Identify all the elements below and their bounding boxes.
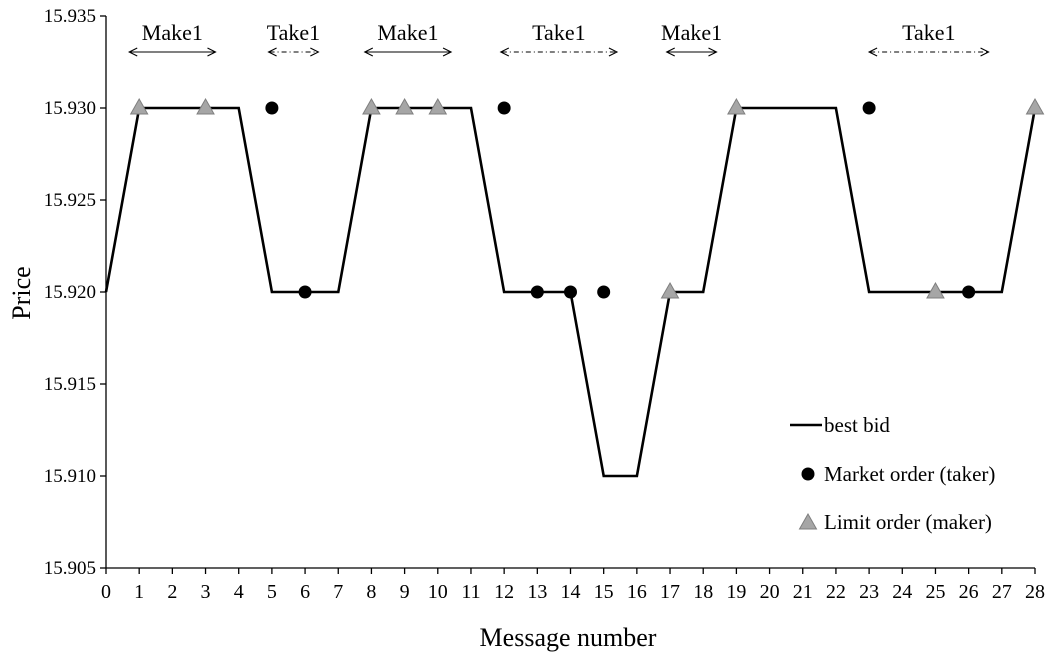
arrow-head-right: [708, 47, 718, 57]
limit-order-point: [727, 97, 746, 115]
x-tick-label: 8: [366, 581, 376, 603]
x-tick-label: 4: [234, 581, 244, 603]
x-tick-label: 2: [167, 581, 177, 603]
phase-label: Take1: [267, 20, 320, 45]
x-tick-label: 14: [561, 581, 581, 603]
y-tick-label: 15.910: [44, 466, 96, 487]
x-tick-label: 7: [333, 581, 343, 603]
y-axis-title: Price: [7, 266, 36, 319]
x-tick-label: 16: [627, 581, 647, 603]
y-tick-label: 15.920: [44, 282, 96, 303]
x-tick-label: 11: [461, 581, 480, 603]
market-order-point: [497, 101, 511, 115]
y-tick-label: 15.915: [44, 374, 96, 395]
arrow-head-right: [980, 47, 990, 57]
x-tick-label: 23: [859, 581, 879, 603]
market-order-point: [564, 285, 577, 299]
x-tick-label: 21: [793, 581, 813, 603]
phase-label: Make1: [142, 20, 203, 45]
limit-order-point: [395, 97, 414, 115]
x-tick-label: 24: [892, 581, 912, 603]
limit-order-point: [129, 97, 149, 115]
phase-label: Make1: [661, 20, 722, 45]
market-order-point: [530, 285, 544, 299]
x-tick-label: 5: [267, 581, 277, 603]
arrow-head-left: [363, 47, 374, 57]
x-tick-label: 17: [660, 581, 680, 603]
limit-order-point: [362, 97, 381, 115]
limit-order-point: [196, 97, 215, 115]
legend-swatch-limit-order: [798, 512, 818, 530]
market-order-point: [298, 285, 312, 299]
x-tick-labels: 0 1 2 3 4 5 6 7 8 9 10 11 12 13 14 15 16 17 18 19 20 21 22 23 24…: [101, 581, 1045, 603]
arrow-head-left: [499, 47, 510, 57]
y-tick-labels: 15.905 15.910 15.915 15.920 15.925 15.930 15.9…: [44, 6, 96, 579]
legend: best bid Market order (taker) Limit order …: [790, 413, 995, 534]
order-markers: [129, 97, 1045, 299]
x-tick-label: 12: [494, 581, 514, 603]
x-tick-label: 13: [527, 581, 547, 603]
arrow-head-left: [267, 47, 277, 57]
legend-swatch-market-order: [801, 467, 815, 481]
x-tick-label: 3: [201, 581, 211, 603]
x-tick-label: 25: [925, 581, 945, 603]
legend-label: Market order (taker): [824, 462, 995, 486]
limit-order-point: [660, 281, 680, 299]
x-tick-label: 28: [1025, 581, 1045, 603]
x-tick-label: 1: [134, 581, 144, 603]
x-tick-label: 9: [400, 581, 410, 603]
limit-order-point: [428, 97, 448, 115]
arrow-head-left: [665, 47, 675, 57]
legend-label: Limit order (maker): [824, 510, 992, 534]
x-tick-label: 15: [594, 581, 614, 603]
x-tick-label: 22: [826, 581, 846, 603]
x-tick-label: 0: [101, 581, 111, 603]
legend-label: best bid: [824, 413, 890, 437]
phase-label: Take1: [532, 20, 585, 45]
arrow-head-right: [608, 47, 619, 57]
phase-label: Make1: [377, 20, 438, 45]
x-tick-label: 19: [726, 581, 746, 603]
arrow-head-left: [127, 47, 138, 57]
phase-label: Take1: [902, 20, 955, 45]
y-tick-label: 15.935: [44, 6, 96, 27]
x-tick-label: 26: [959, 581, 979, 603]
limit-order-point: [926, 281, 945, 299]
market-order-point: [962, 285, 976, 299]
y-tick-label: 15.930: [44, 98, 96, 119]
arrow-head-right: [207, 47, 217, 57]
arrow-head-right: [310, 47, 320, 57]
x-tick-label: 10: [428, 581, 448, 603]
y-tick-label: 15.925: [44, 190, 96, 211]
limit-order-point: [1025, 97, 1045, 115]
phase-annotations: Make1 Take1 Make1 Take1 Make1 Take1: [127, 20, 990, 57]
x-tick-label: 20: [760, 581, 780, 603]
market-order-point: [265, 101, 279, 115]
x-tick-label: 27: [992, 581, 1012, 603]
x-axis-title: Message number: [480, 623, 657, 652]
market-order-point: [862, 101, 876, 115]
arrow-head-left: [867, 47, 878, 57]
x-tick-label: 6: [300, 581, 310, 603]
arrow-head-right: [442, 47, 453, 57]
market-order-point: [597, 285, 611, 299]
x-tick-label: 18: [693, 581, 713, 603]
y-tick-label: 15.905: [44, 558, 96, 579]
